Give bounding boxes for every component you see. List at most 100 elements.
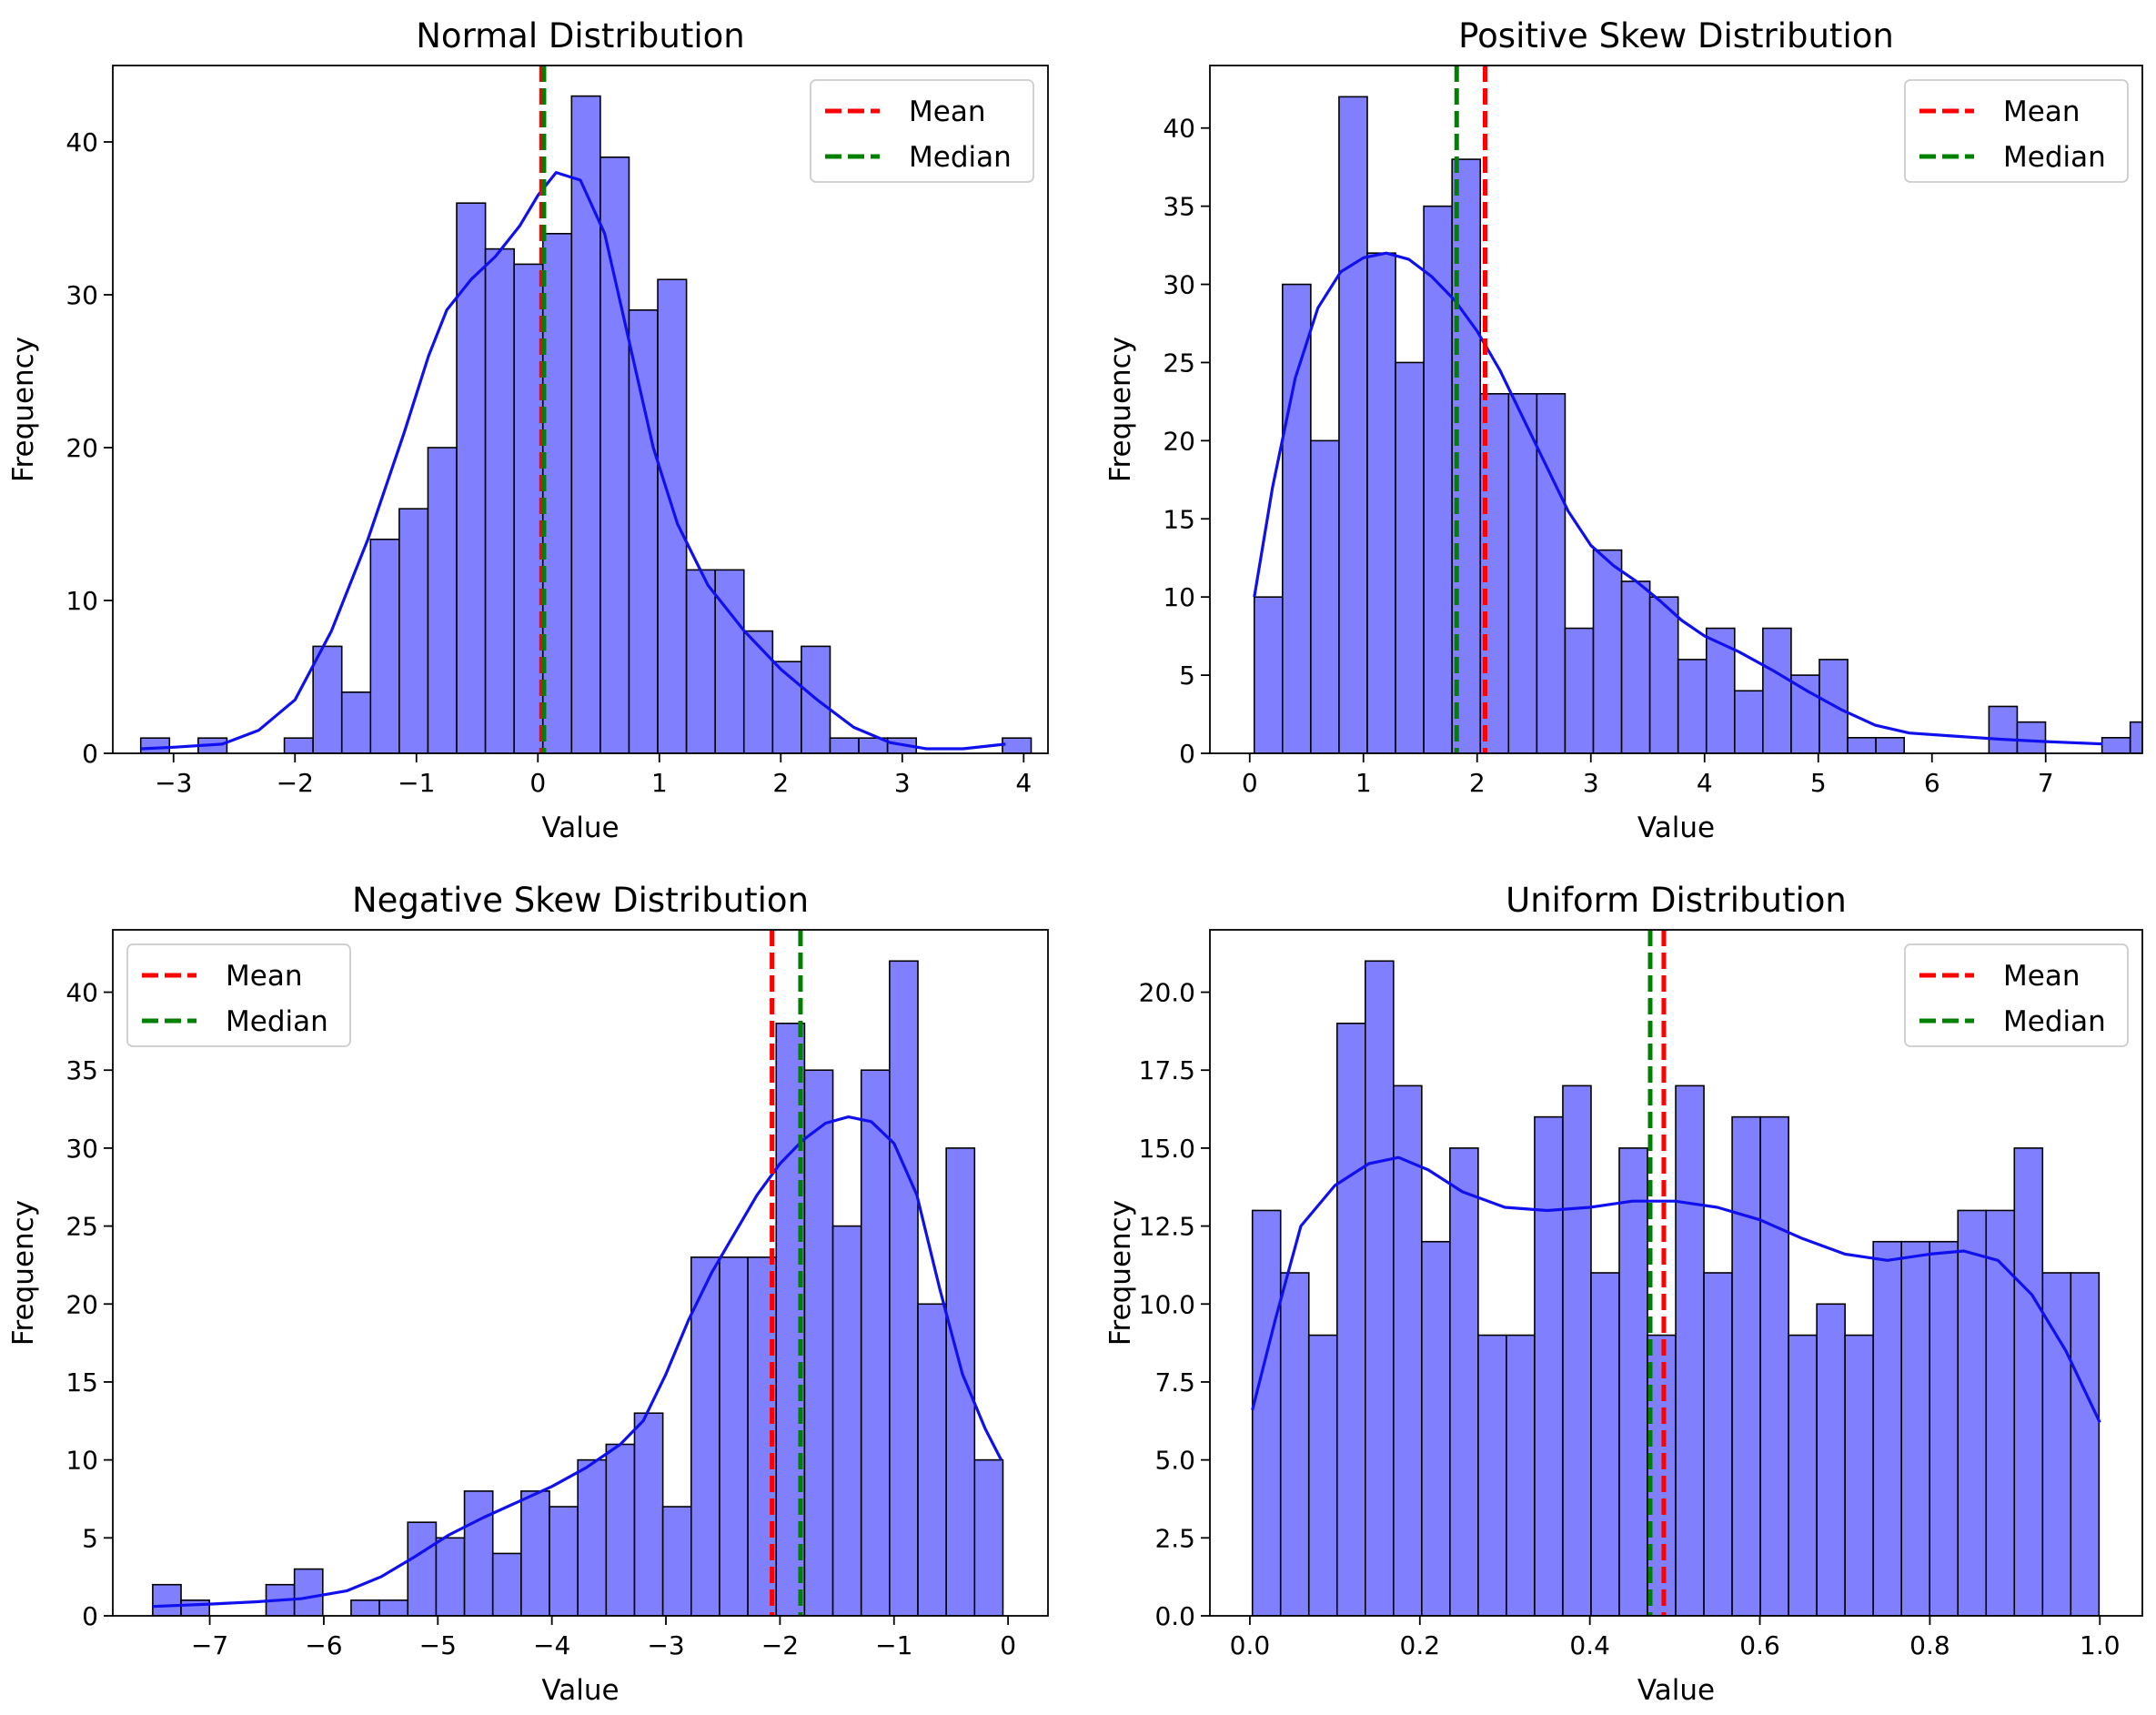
histogram-bar: [1562, 1084, 1592, 1616]
y-tick-label: 10: [1163, 582, 1195, 612]
histogram-bar: [1788, 1334, 1818, 1616]
x-tick-label: 0.6: [1739, 1630, 1780, 1660]
y-tick-label: 0: [82, 739, 98, 769]
y-tick-label: 17.5: [1139, 1055, 1195, 1085]
x-tick-label: −2: [277, 768, 314, 798]
legend-mean-label: Mean: [909, 96, 985, 128]
histogram-bar: [1734, 690, 1764, 753]
x-tick-label: 3: [894, 768, 911, 798]
legend-mean-label: Mean: [2003, 96, 2080, 128]
histogram-bar: [719, 1256, 749, 1616]
chart-3-bars: [1251, 960, 2101, 1616]
histogram-bar: [1900, 1240, 1931, 1616]
kde-curve: [152, 1115, 1003, 1609]
legend-median-label: Median: [226, 1005, 328, 1038]
x-tick-label: 0.4: [1569, 1630, 1610, 1660]
histogram-bar: [1251, 1209, 1282, 1616]
histogram-bar: [1592, 549, 1623, 753]
histogram-bar: [152, 1583, 182, 1616]
chart-1-bars: [1253, 96, 2142, 753]
x-tick-label: −6: [305, 1630, 342, 1660]
histogram-bar: [1847, 737, 1877, 753]
x-tick-label: 6: [1924, 768, 1940, 798]
histogram-bar: [1395, 361, 1425, 753]
y-tick-label: 7.5: [1154, 1367, 1195, 1397]
x-tick-label: 0.2: [1400, 1630, 1441, 1660]
histogram-bar: [1675, 1084, 1705, 1616]
x-tick-label: 5: [1810, 768, 1827, 798]
histogram-bar: [378, 1599, 409, 1616]
y-tick-label: 20: [65, 1289, 98, 1319]
y-tick-label: 5.0: [1154, 1446, 1195, 1476]
y-tick-label: 30: [1163, 270, 1195, 300]
histogram-bar: [1307, 1334, 1338, 1616]
x-axis-label: Value: [1637, 812, 1715, 844]
histogram-bar: [1816, 1303, 1846, 1616]
x-tick-label: −4: [533, 1630, 570, 1660]
histogram-bar: [427, 447, 458, 753]
histogram-bar: [917, 1303, 947, 1616]
histogram-bar: [889, 960, 919, 1616]
axes-frame: [112, 65, 1049, 754]
y-tick-label: 5: [1179, 661, 1195, 691]
histogram-bar: [633, 1412, 664, 1616]
x-tick-label: −3: [647, 1630, 684, 1660]
histogram-bar: [463, 1490, 494, 1616]
chart-title: Uniform Distribution: [1506, 881, 1847, 920]
histogram-bar: [1620, 580, 1651, 753]
histogram-bar: [435, 1537, 466, 1616]
y-tick-label: 40: [1163, 114, 1195, 144]
x-tick-label: −3: [155, 768, 192, 798]
histogram-bar: [1002, 737, 1033, 753]
histogram-bar: [2101, 737, 2131, 753]
axes-frame: [1209, 929, 2143, 1617]
histogram-bar: [1279, 1272, 1310, 1616]
histogram-bar: [1790, 674, 1820, 753]
histogram-bar: [1282, 283, 1312, 753]
histogram-bar: [1957, 1209, 1988, 1616]
x-tick-label: 1: [1355, 768, 1372, 798]
histogram-bar: [1365, 960, 1395, 1616]
legend: Mean Median: [810, 79, 1034, 183]
histogram-bar: [2013, 1147, 2044, 1616]
x-tick-label: 2: [772, 768, 789, 798]
chart-title: Normal Distribution: [416, 16, 745, 55]
chart-title: Negative Skew Distribution: [352, 881, 809, 920]
axes-frame: [112, 929, 1049, 1617]
histogram-bar: [1705, 627, 1736, 753]
histogram-bar: [1564, 627, 1595, 753]
histogram-bar: [742, 630, 774, 753]
y-tick-label: 25: [65, 1212, 98, 1242]
x-axis-label: Value: [1637, 1674, 1715, 1707]
histogram-bar: [803, 1069, 834, 1616]
histogram-bar: [2129, 721, 2142, 753]
y-tick-label: 40: [65, 978, 98, 1008]
legend: Mean Median: [1904, 79, 2129, 183]
y-tick-label: 40: [65, 127, 98, 157]
y-tick-label: 35: [65, 1055, 98, 1085]
y-tick-label: 10: [65, 1446, 98, 1476]
x-tick-label: 1.0: [2080, 1630, 2121, 1660]
legend-box: [126, 943, 351, 1047]
histogram-bar: [1875, 737, 1905, 753]
y-tick-label: 25: [1163, 348, 1195, 378]
histogram-bar: [860, 1069, 891, 1616]
y-axis-label: Frequency: [1104, 337, 1137, 482]
y-tick-label: 20.0: [1139, 978, 1195, 1008]
histogram-bar: [1506, 1334, 1536, 1616]
chart-0-bars: [139, 95, 1033, 753]
x-tick-label: −5: [419, 1630, 457, 1660]
x-tick-label: 0.8: [1909, 1630, 1950, 1660]
histogram-bar: [685, 569, 716, 753]
histogram-bar: [2070, 1272, 2101, 1616]
x-axis-label: Value: [541, 812, 619, 844]
y-axis-label: Frequency: [7, 1200, 40, 1346]
histogram-bar: [690, 1256, 720, 1616]
histogram-bar: [771, 661, 802, 753]
histogram-bar: [1421, 1240, 1451, 1616]
histogram-bar: [139, 737, 171, 753]
histogram-bar: [283, 737, 314, 753]
histogram-bar: [829, 737, 860, 753]
legend-box: [1904, 943, 2129, 1047]
